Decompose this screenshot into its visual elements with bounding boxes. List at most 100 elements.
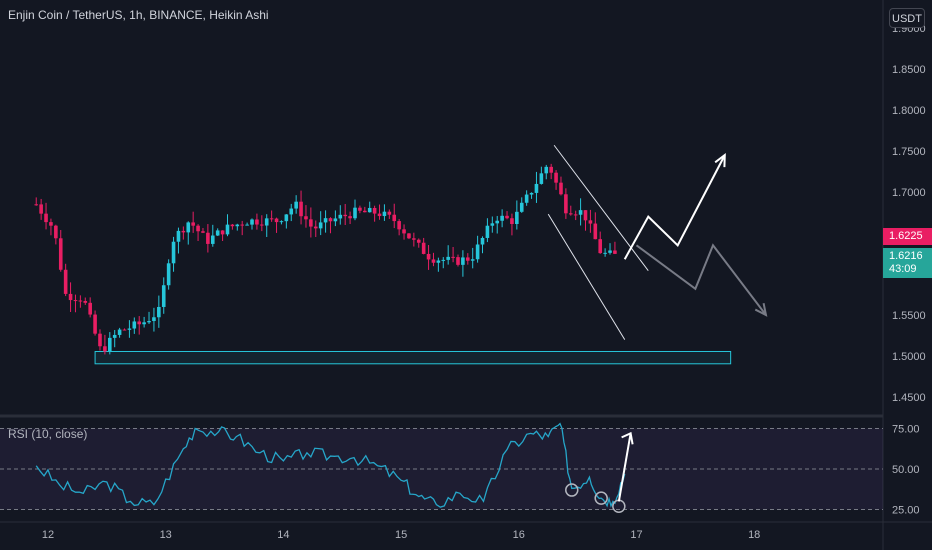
candle-body [318, 222, 323, 229]
bearish-projection-arrowhead [754, 303, 768, 317]
rsi-tick-label: 75.00 [892, 424, 920, 436]
candle-body [519, 202, 524, 212]
candle-body [328, 218, 333, 222]
candle-body [98, 333, 102, 347]
candle-body [367, 207, 372, 213]
rsi-low-circle [565, 483, 579, 497]
rsi-tick-label: 25.00 [892, 505, 920, 517]
candle-body [456, 257, 460, 265]
channel-line [553, 144, 649, 272]
candle-body [274, 218, 279, 223]
support-zone [94, 350, 732, 365]
candle-body [83, 300, 88, 303]
candle-body [191, 222, 195, 226]
candle-body [215, 230, 220, 236]
candle-body [402, 229, 406, 234]
candle-body [39, 204, 43, 214]
channel-line [547, 213, 626, 340]
candle-body [343, 214, 347, 217]
chart-title: Enjin Coin / TetherUS, 1h, BINANCE, Heik… [8, 8, 269, 22]
candle-body [559, 182, 563, 195]
candle-body [564, 194, 568, 214]
candle-body [181, 230, 186, 233]
candle-body [225, 224, 230, 235]
candle-body [196, 225, 200, 232]
price-tick-label: 1.7500 [892, 146, 926, 158]
price-tick-label: 1.7000 [892, 187, 926, 199]
candle-body [470, 259, 475, 261]
candle-body [465, 257, 470, 261]
candle-body [588, 220, 593, 224]
candle-body [147, 321, 151, 323]
time-tick-label: 14 [277, 529, 289, 541]
candle-body [186, 222, 191, 233]
candle-body [250, 219, 254, 225]
candle-body [68, 293, 73, 301]
candle-body [112, 334, 117, 338]
candle-body [166, 263, 171, 286]
rsi-title: RSI (10, close) [8, 427, 88, 441]
candle-body [235, 224, 240, 227]
price-tick-label: 1.5500 [892, 310, 926, 322]
last-price-tag: 1.6216 43:09 [883, 248, 932, 278]
bullish-projection-arrowhead [714, 153, 726, 168]
candle-body [73, 300, 78, 302]
candle-body [549, 166, 553, 173]
rsi-bullish-arrow [617, 433, 632, 502]
bullish-projection [623, 154, 726, 260]
candle-body [353, 207, 357, 219]
candle-body [88, 302, 92, 315]
time-tick-label: 17 [630, 529, 642, 541]
price-tick-label: 1.8500 [892, 64, 926, 76]
candle-body [260, 224, 264, 226]
candle-body [157, 306, 161, 318]
candle-body [461, 257, 465, 265]
candle-body [294, 201, 298, 209]
candle-body [264, 218, 269, 226]
time-tick-label: 18 [748, 529, 760, 541]
candle-body [137, 321, 142, 325]
candle-body [554, 172, 558, 183]
candle-body [304, 216, 308, 220]
candle-body [255, 219, 259, 225]
candle-body [490, 223, 495, 226]
candle-body [529, 192, 534, 195]
candle-body [583, 210, 588, 221]
candle-body [431, 259, 436, 263]
rsi-pane: 75.00 50.00 25.00 [0, 422, 920, 517]
price-tick-label: 1.8000 [892, 105, 926, 117]
price-tick-label: 1.4500 [892, 392, 926, 404]
currency-button[interactable]: USDT [889, 8, 925, 28]
high-price-tag: 1.6225 [883, 228, 932, 245]
candle-body [387, 211, 392, 215]
candle-body [34, 204, 39, 206]
candle-body [578, 210, 583, 215]
candle-body [122, 329, 127, 331]
candle-body [480, 237, 485, 245]
candle-body [78, 300, 83, 302]
candle-body [338, 214, 343, 219]
candle-body [573, 214, 578, 216]
candle-body [446, 256, 450, 260]
candle-body [220, 230, 225, 235]
candle-body [500, 215, 504, 221]
candle-body [421, 242, 426, 254]
candle-body [348, 216, 352, 219]
candle-body [44, 213, 48, 223]
candle-body [269, 218, 274, 220]
candle-body [289, 208, 294, 215]
candle-body [201, 231, 205, 233]
candle-body [117, 329, 122, 335]
candle-body [230, 224, 235, 227]
candle-body [539, 173, 544, 184]
candle-body [377, 213, 382, 217]
candle-body [593, 223, 598, 240]
candle-body [407, 233, 411, 239]
price-tick-label: 1.5000 [892, 351, 926, 363]
rsi-line [35, 422, 626, 508]
rsi-bullish-arrowhead [621, 431, 634, 445]
candle-body [171, 241, 176, 264]
candles [34, 163, 617, 355]
candle-body [363, 210, 367, 213]
